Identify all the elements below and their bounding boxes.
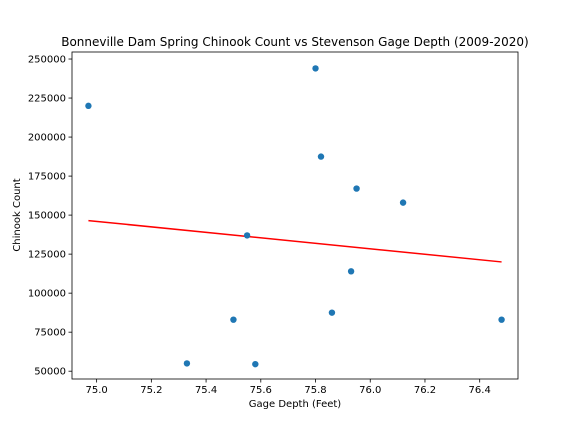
x-tick-label: 75.6	[250, 385, 272, 396]
y-tick-label: 225000	[28, 94, 66, 105]
y-axis-label: Chinook Count	[12, 178, 23, 251]
trend-line	[88, 219, 502, 263]
x-tick-label: 75.8	[304, 385, 326, 396]
data-point	[230, 316, 237, 323]
y-tick-label: 125000	[28, 250, 66, 261]
x-tick-label: 75.2	[140, 385, 162, 396]
y-tick-label: 150000	[28, 211, 66, 222]
y-tick-label: 250000	[28, 55, 66, 66]
y-tick-label: 50000	[34, 367, 66, 378]
data-point	[317, 153, 325, 160]
data-point	[312, 65, 319, 72]
x-tick-label: 76.0	[359, 385, 381, 396]
data-point	[85, 102, 92, 110]
x-axis-label: Gage Depth (Feet)	[249, 399, 342, 410]
data-point	[353, 185, 360, 192]
x-tick-label: 76.2	[414, 385, 436, 396]
x-tick-label: 75.4	[195, 385, 217, 396]
y-tick-label: 100000	[28, 289, 66, 300]
data-point	[498, 316, 505, 323]
y-tick-label: 200000	[28, 133, 66, 144]
y-tick-label: 75000	[34, 328, 66, 339]
data-point	[328, 309, 336, 316]
data-point	[243, 232, 251, 239]
data-point	[399, 199, 407, 206]
y-tick-label: 175000	[28, 172, 66, 183]
data-point	[347, 268, 355, 275]
chart-title: Bonneville Dam Spring Chinook Count vs S…	[61, 35, 529, 49]
x-tick-label: 76.4	[469, 385, 491, 396]
data-point	[252, 360, 259, 368]
plot-area: 75.0 75.2 75.4 75.6 75.8 76.0 76.2 76.4 50000 750…	[28, 51, 519, 396]
x-tick-label: 75.0	[85, 385, 107, 396]
data-point	[183, 360, 191, 367]
